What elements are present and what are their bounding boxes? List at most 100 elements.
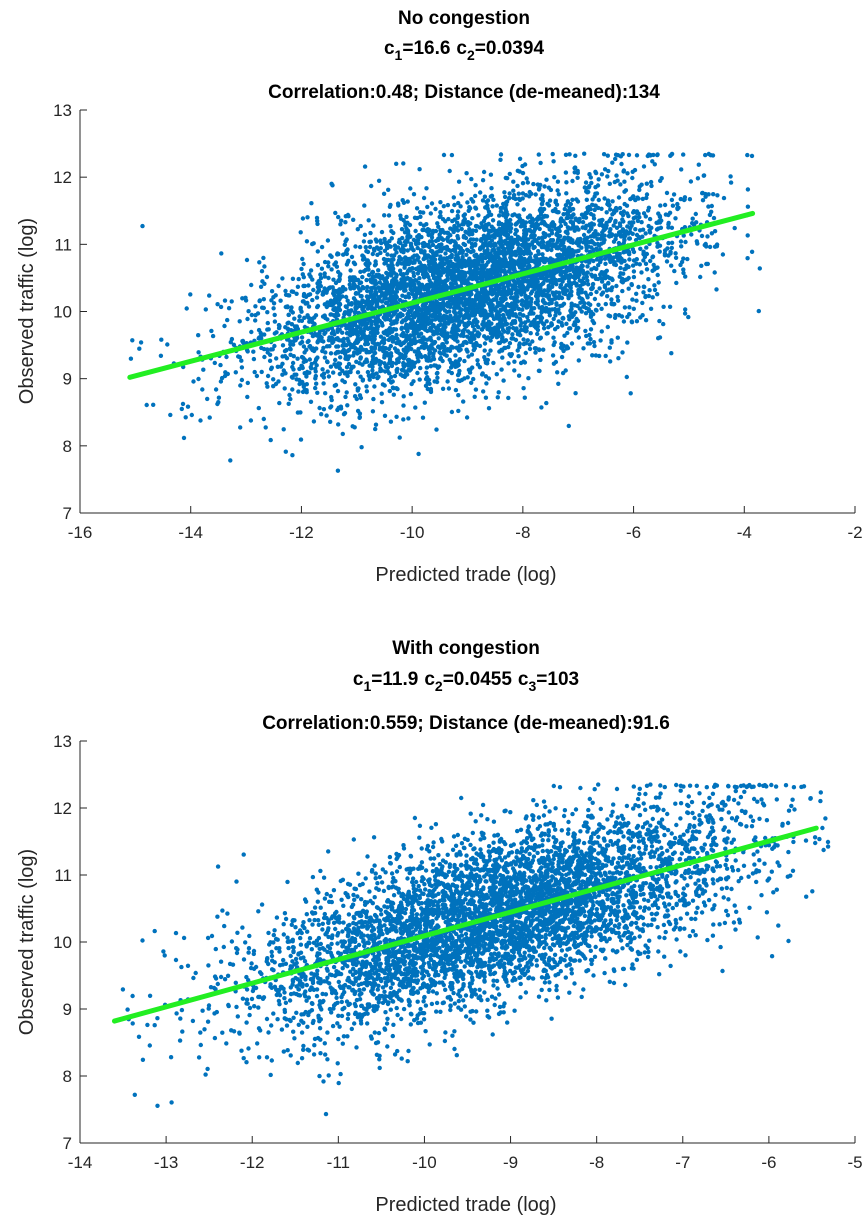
scatter-point bbox=[285, 321, 290, 326]
scatter-point bbox=[300, 272, 305, 277]
scatter-point bbox=[408, 186, 413, 191]
scatter-point bbox=[359, 445, 364, 450]
scatter-point bbox=[476, 325, 481, 330]
scatter-point bbox=[449, 238, 454, 243]
scatter-point bbox=[634, 153, 640, 158]
scatter-point bbox=[310, 297, 315, 303]
scatter-point bbox=[326, 260, 331, 265]
scatter-point bbox=[228, 458, 233, 463]
scatter-point bbox=[437, 312, 442, 317]
scatter-point bbox=[300, 256, 305, 262]
scatter-point bbox=[541, 231, 547, 237]
scatter-point bbox=[229, 336, 235, 342]
scatter-point bbox=[421, 227, 427, 233]
scatter-point bbox=[419, 234, 424, 240]
param-value: =0.0394 bbox=[475, 38, 545, 59]
scatter-point bbox=[295, 410, 301, 415]
scatter-point bbox=[471, 376, 476, 382]
scatter-point bbox=[349, 254, 355, 260]
scatter-point bbox=[519, 327, 524, 332]
scatter-point bbox=[464, 347, 469, 352]
scatter-point bbox=[456, 318, 462, 323]
scatter-point bbox=[550, 151, 555, 157]
chart-title-line1: No congestion bbox=[398, 8, 530, 29]
scatter-point bbox=[423, 383, 429, 388]
scatter-point bbox=[444, 348, 450, 353]
scatter-point bbox=[349, 301, 354, 306]
scatter-point bbox=[484, 199, 489, 205]
scatter-point bbox=[503, 257, 508, 263]
scatter-point bbox=[379, 293, 384, 298]
scatter-point bbox=[376, 374, 381, 379]
scatter-point bbox=[394, 279, 399, 284]
scatter-point bbox=[522, 162, 528, 167]
scatter-point bbox=[630, 297, 635, 302]
scatter-point bbox=[361, 269, 367, 274]
scatter-point bbox=[695, 176, 701, 181]
scatter-point bbox=[555, 230, 560, 236]
scatter-point bbox=[333, 210, 338, 216]
scatter-point bbox=[378, 238, 383, 243]
scatter-point bbox=[357, 303, 363, 309]
scatter-point bbox=[128, 356, 134, 361]
scatter-point bbox=[500, 205, 505, 210]
scatter-point bbox=[269, 289, 275, 294]
scatter-point bbox=[381, 315, 387, 320]
scatter-point bbox=[647, 216, 653, 222]
scatter-point bbox=[644, 251, 650, 257]
scatter-point bbox=[437, 214, 442, 220]
scatter-point bbox=[336, 361, 341, 366]
scatter-point bbox=[513, 312, 518, 317]
scatter-point bbox=[631, 216, 636, 221]
scatter-point bbox=[561, 212, 566, 217]
scatter-point bbox=[650, 159, 655, 164]
scatter-point bbox=[614, 173, 619, 178]
scatter-point bbox=[448, 313, 453, 318]
scatter-point bbox=[591, 340, 597, 345]
scatter-point bbox=[598, 338, 603, 343]
scatter-point bbox=[678, 196, 683, 202]
scatter-point bbox=[372, 291, 378, 296]
scatter-point bbox=[599, 206, 604, 211]
param-symbol: c bbox=[384, 38, 395, 59]
scatter-point bbox=[635, 218, 641, 224]
scatter-point bbox=[216, 395, 222, 400]
scatter-point bbox=[469, 197, 474, 202]
scatter-point bbox=[473, 387, 479, 392]
scatter-point bbox=[620, 276, 625, 281]
scatter-point bbox=[408, 282, 414, 287]
scatter-point bbox=[212, 360, 217, 366]
scatter-point bbox=[613, 312, 618, 318]
scatter-point bbox=[309, 361, 314, 367]
scatter-point bbox=[496, 287, 501, 293]
scatter-point bbox=[165, 342, 170, 347]
scatter-point bbox=[526, 376, 531, 381]
scatter-point bbox=[591, 258, 596, 264]
scatter-point bbox=[564, 321, 569, 326]
scatter-point bbox=[490, 204, 495, 209]
scatter-point bbox=[278, 298, 283, 303]
scatter-point bbox=[329, 267, 334, 272]
scatter-point bbox=[520, 249, 525, 255]
scatter-point bbox=[290, 453, 295, 458]
scatter-point bbox=[409, 245, 414, 250]
scatter-point bbox=[283, 292, 289, 297]
scatter-point bbox=[486, 232, 491, 237]
scatter-point bbox=[599, 241, 604, 246]
scatter-point bbox=[450, 276, 456, 281]
scatter-point bbox=[302, 387, 307, 393]
scatter-point bbox=[484, 381, 489, 386]
scatter-point bbox=[333, 260, 339, 265]
scatter-point bbox=[487, 240, 493, 246]
scatter-point bbox=[239, 358, 244, 363]
scatter-point bbox=[418, 210, 423, 215]
scatter-point bbox=[205, 396, 210, 402]
scatter-point bbox=[377, 362, 382, 367]
scatter-point bbox=[565, 225, 571, 230]
scatter-point bbox=[289, 289, 294, 294]
scatter-point bbox=[233, 370, 238, 375]
scatter-point bbox=[608, 359, 613, 364]
scatter-point bbox=[436, 336, 441, 341]
scatter-point bbox=[474, 268, 479, 273]
scatter-point bbox=[465, 247, 470, 252]
